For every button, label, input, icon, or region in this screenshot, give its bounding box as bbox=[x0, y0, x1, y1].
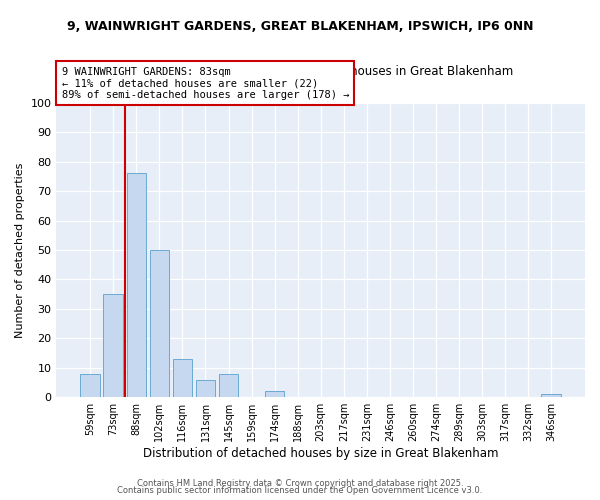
Bar bbox=[265, 392, 284, 397]
Bar bbox=[541, 394, 561, 397]
Bar bbox=[103, 294, 123, 397]
Text: Contains public sector information licensed under the Open Government Licence v3: Contains public sector information licen… bbox=[118, 486, 482, 495]
X-axis label: Distribution of detached houses by size in Great Blakenham: Distribution of detached houses by size … bbox=[143, 447, 499, 460]
Bar bbox=[80, 374, 100, 397]
Y-axis label: Number of detached properties: Number of detached properties bbox=[15, 162, 25, 338]
Bar bbox=[127, 174, 146, 397]
Text: 9 WAINWRIGHT GARDENS: 83sqm
← 11% of detached houses are smaller (22)
89% of sem: 9 WAINWRIGHT GARDENS: 83sqm ← 11% of det… bbox=[62, 66, 349, 100]
Bar bbox=[149, 250, 169, 397]
Title: Size of property relative to detached houses in Great Blakenham: Size of property relative to detached ho… bbox=[128, 65, 513, 78]
Bar bbox=[173, 359, 192, 397]
Bar bbox=[219, 374, 238, 397]
Text: Contains HM Land Registry data © Crown copyright and database right 2025.: Contains HM Land Registry data © Crown c… bbox=[137, 478, 463, 488]
Text: 9, WAINWRIGHT GARDENS, GREAT BLAKENHAM, IPSWICH, IP6 0NN: 9, WAINWRIGHT GARDENS, GREAT BLAKENHAM, … bbox=[67, 20, 533, 33]
Bar bbox=[196, 380, 215, 397]
